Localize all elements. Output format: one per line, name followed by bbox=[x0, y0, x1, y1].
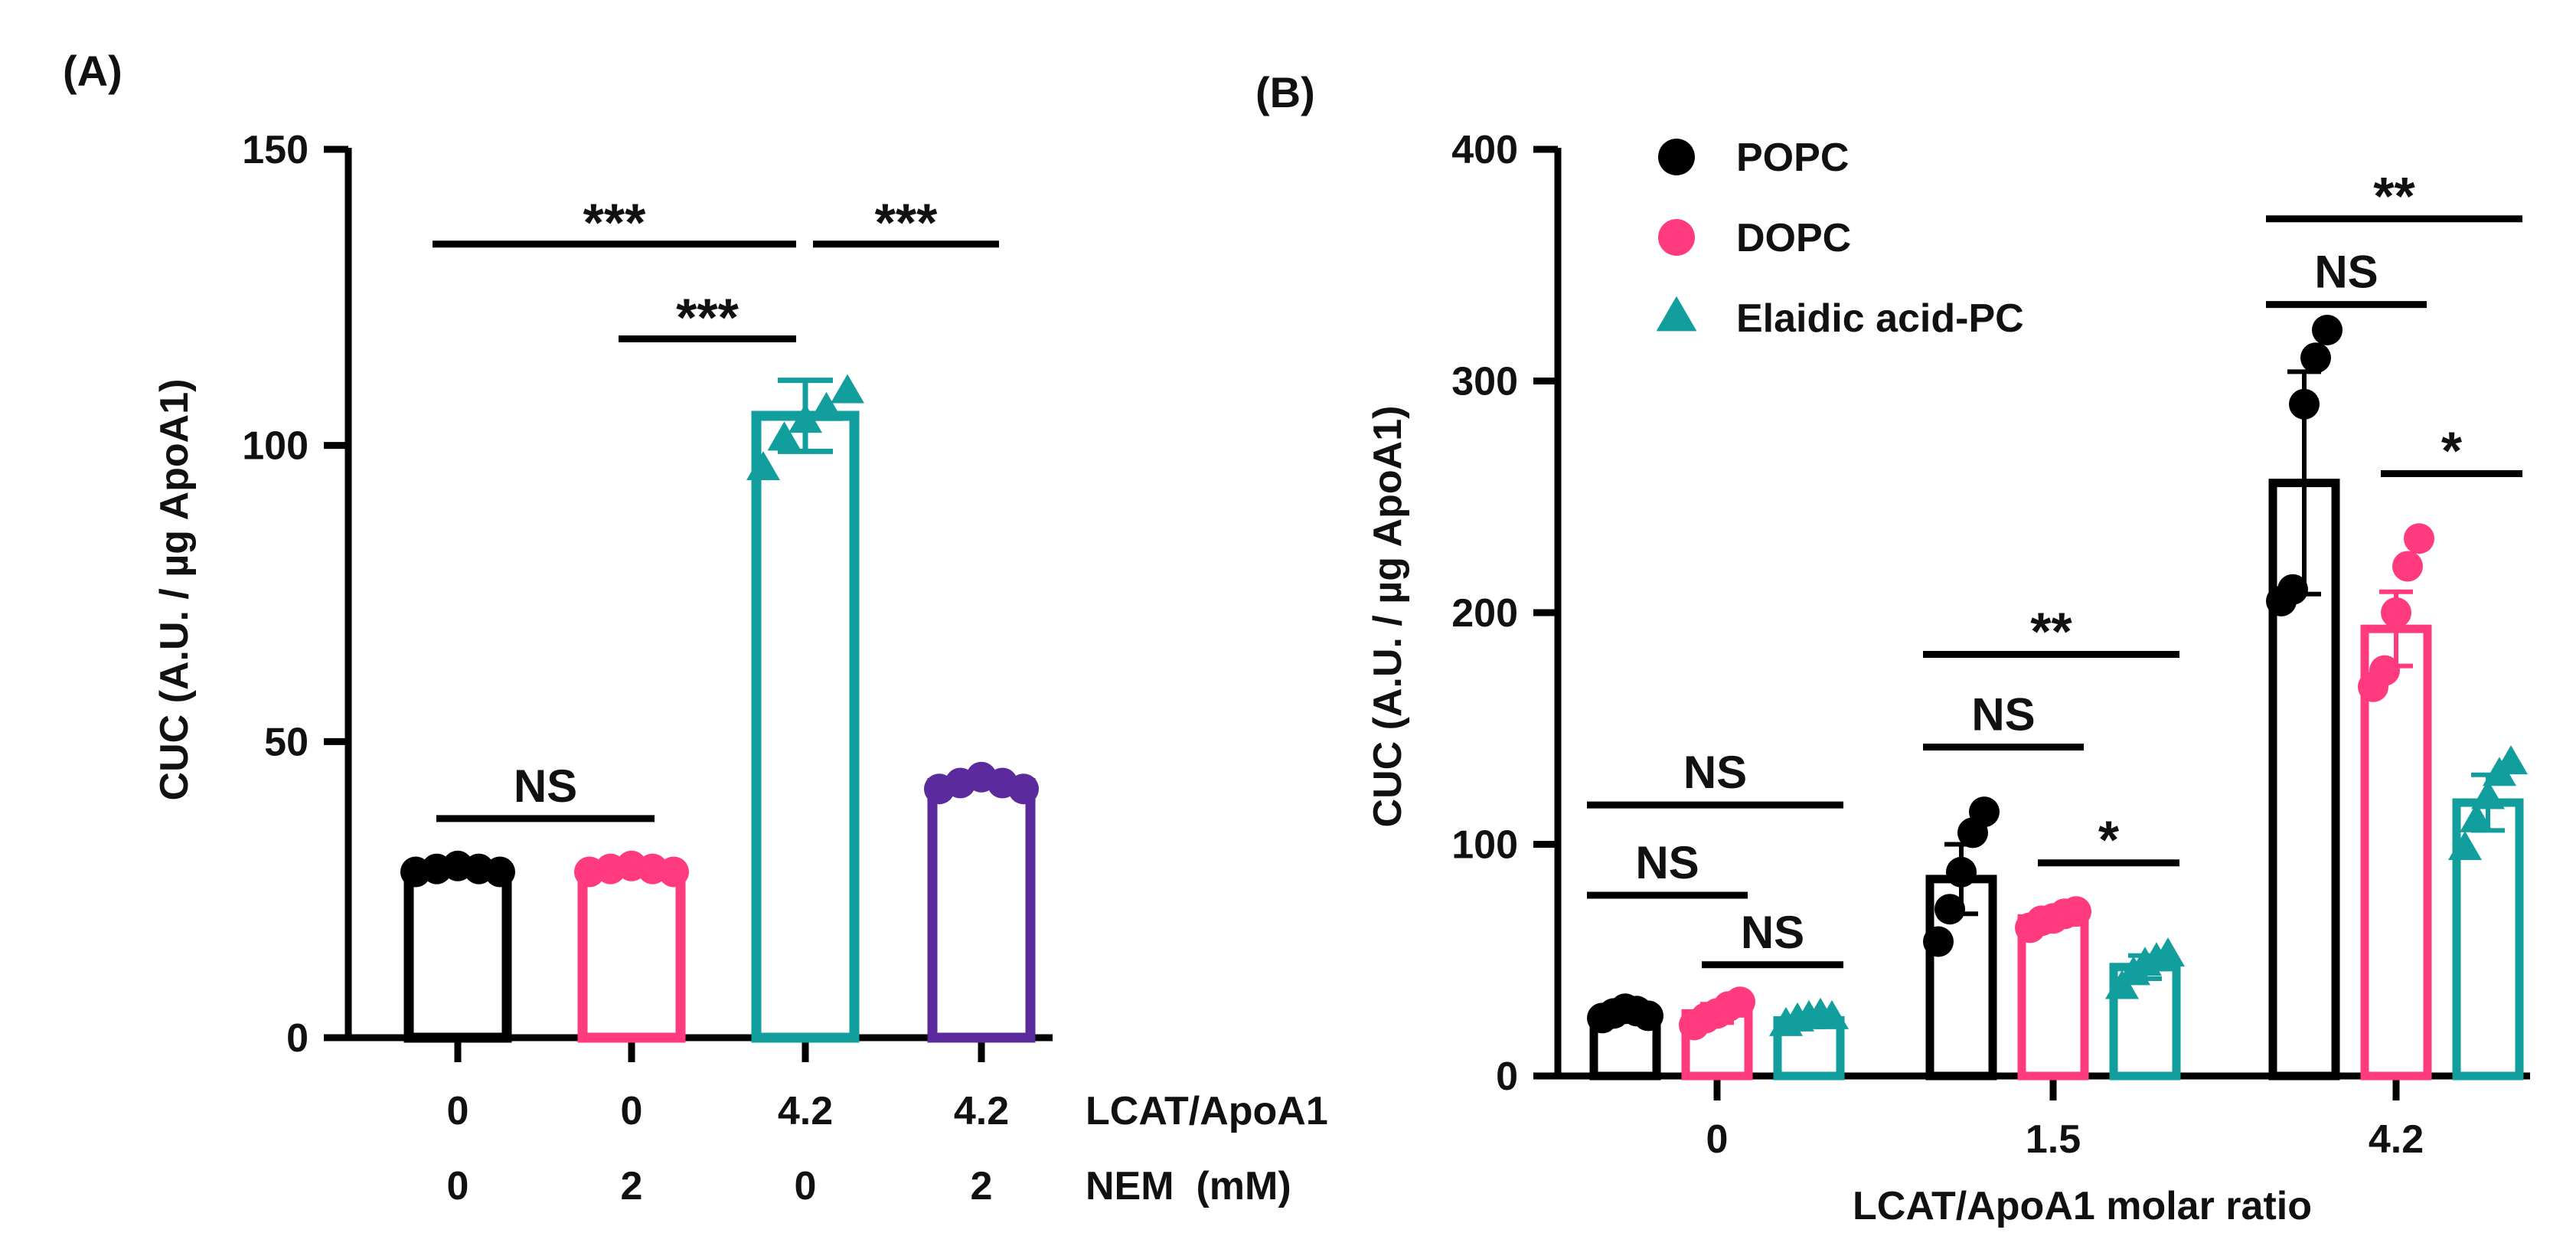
panel-a-bar bbox=[751, 410, 860, 1043]
panel-a-data-point bbox=[746, 451, 780, 481]
panel-b-data-point bbox=[2312, 314, 2343, 345]
panel-a-significance-label: NS bbox=[514, 760, 577, 812]
panel-b-legend-label: POPC bbox=[1736, 136, 1849, 180]
panel-a-data-point bbox=[809, 391, 844, 421]
panel-b-data-point bbox=[2369, 655, 2400, 686]
panel-b-x-axis-title: LCAT/ApoA1 molar ratio bbox=[1853, 1184, 2312, 1228]
panel-b-data-point bbox=[2277, 574, 2308, 605]
panel-a-significance-label: *** bbox=[875, 193, 938, 253]
panel-b-data-point bbox=[2494, 745, 2528, 775]
panel-b-significance-label: ** bbox=[2030, 601, 2072, 661]
panel-b-x-tick-label: 4.2 bbox=[2369, 1117, 2424, 1162]
panel-b-data-point bbox=[2448, 830, 2482, 860]
panel-b-data-point bbox=[1923, 926, 1954, 957]
panel-a-data-point bbox=[788, 404, 822, 433]
panel-b-significance-label: NS bbox=[1741, 907, 1804, 958]
panel-a-data-point bbox=[485, 856, 515, 888]
panel-b-x-tick-label: 1.5 bbox=[2026, 1117, 2081, 1162]
panel-b-significance-label: * bbox=[2441, 421, 2463, 481]
panel-b-significance-label: NS bbox=[2314, 247, 2378, 298]
panel-b-significance-label: NS bbox=[1683, 747, 1747, 798]
panel-b-legend-marker bbox=[1658, 219, 1695, 256]
panel-b-y-tick-label: 300 bbox=[1451, 360, 1518, 404]
panel-b-data-point bbox=[1815, 999, 1849, 1029]
panel-a-x-tick-label-nem: 2 bbox=[971, 1164, 993, 1208]
panel-b-legend-marker bbox=[1658, 139, 1695, 175]
panel-a-row-label-nem: NEM (mM) bbox=[1086, 1164, 1291, 1208]
panel-b-data-point bbox=[2381, 597, 2411, 628]
panel-a-y-tick-label: 150 bbox=[242, 128, 309, 172]
panel-a-significance-label: *** bbox=[676, 287, 739, 347]
panel-b-data-point bbox=[1969, 796, 2000, 828]
panel-a-x-tick-label-nem: 2 bbox=[621, 1164, 643, 1208]
panel-b-data-point bbox=[1946, 856, 1977, 888]
panel-a-bar bbox=[927, 777, 1036, 1043]
panel-a-x-tick-label-lcat: 4.2 bbox=[954, 1089, 1009, 1133]
panel-a-y-tick-label: 100 bbox=[242, 424, 309, 469]
panel-b-significance-label: ** bbox=[2373, 166, 2415, 226]
panel-b-legend-label: DOPC bbox=[1736, 216, 1851, 260]
panel-a-y-tick-label: 50 bbox=[264, 720, 309, 764]
panel-a-data-point bbox=[1008, 773, 1039, 805]
panel-b-data-point bbox=[2404, 523, 2434, 554]
panel-b-y-tick-label: 100 bbox=[1451, 823, 1518, 868]
panel-b-label: (B) bbox=[1255, 68, 1315, 116]
panel-b-data-point bbox=[2471, 780, 2505, 809]
panel-a-x-tick-label-lcat: 0 bbox=[621, 1089, 643, 1133]
panel-b-data-point bbox=[2392, 551, 2423, 582]
panel-b-x-tick-label: 0 bbox=[1706, 1117, 1729, 1162]
panel-b-y-tick-label: 0 bbox=[1496, 1055, 1518, 1099]
panel-b-legend-marker bbox=[1656, 296, 1697, 332]
panel-a-y-tick-label: 0 bbox=[286, 1016, 309, 1061]
panel-b-y-tick-label: 200 bbox=[1451, 591, 1518, 636]
panel-a-bar bbox=[577, 864, 686, 1043]
panel-b-legend-label: Elaidic acid-PC bbox=[1736, 296, 2024, 341]
panel-b-data-point bbox=[2061, 896, 2091, 927]
panel-a-x-tick-label-nem: 0 bbox=[795, 1164, 817, 1208]
panel-b-data-point bbox=[1725, 986, 1755, 1018]
panel-b-data-point bbox=[2151, 937, 2185, 967]
panel-a-label: (A) bbox=[63, 47, 122, 95]
panel-a-x-tick-label-lcat: 0 bbox=[447, 1089, 469, 1133]
panel-b-data-point bbox=[2460, 803, 2493, 832]
panel-a-data-point bbox=[831, 374, 864, 404]
panel-a-x-tick-label-nem: 0 bbox=[447, 1164, 469, 1208]
panel-b-data-point bbox=[1633, 1000, 1663, 1032]
panel-b-significance-label: NS bbox=[1971, 688, 2035, 740]
panel-b-significance-label: NS bbox=[1635, 837, 1699, 888]
panel-b-y-axis-title: CUC (A.U. / µg ApoA1) bbox=[1366, 406, 1410, 828]
panel-a-data-point bbox=[767, 421, 802, 451]
panel-a-y-axis-title: CUC (A.U. / µg ApoA1) bbox=[152, 379, 197, 801]
panel-b-data-point bbox=[1934, 894, 1965, 925]
panel-a-data-point bbox=[658, 856, 689, 888]
panel-a-significance-label: *** bbox=[583, 193, 646, 253]
panel-a-plot: 0 50 100 150 0 0 0 2 4.2 0 4.2 2 *** *** *** NS bbox=[242, 128, 1053, 1208]
panel-b-data-point bbox=[2300, 342, 2331, 374]
panel-b-data-point bbox=[2289, 388, 2320, 420]
panel-b-significance-label: * bbox=[2098, 810, 2120, 870]
panel-a-bar bbox=[403, 864, 512, 1043]
panel-a-row-label-lcat: LCAT/ApoA1 bbox=[1086, 1089, 1328, 1133]
panel-b-y-tick-label: 400 bbox=[1451, 128, 1518, 172]
panel-a-x-tick-label-lcat: 4.2 bbox=[778, 1089, 833, 1133]
